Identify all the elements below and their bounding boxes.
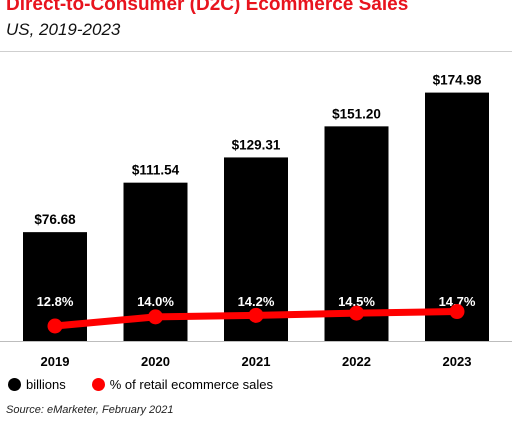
percent-point-2021 [248,307,264,323]
x-tick-label-2023: 2023 [443,354,472,369]
line-layer: 12.8% 14.0% 14.2% 14.5% 14.7% [37,294,476,334]
legend-item-billions: billions [8,377,66,392]
bar-2023 [425,92,489,341]
percent-label-2019: 12.8% [37,294,74,309]
bar-value-label-2020: $111.54 [132,163,180,178]
legend-swatch-red-icon [91,378,105,391]
chart-subtitle: US, 2019-2023 [6,20,121,39]
bar-value-label-2022: $151.20 [332,106,381,121]
percent-point-2022 [349,305,364,321]
chart-title: Direct-to-Consumer (D2C) Ecommerce Sales [6,0,409,15]
axis-layer: 2019 2020 2021 2022 2023 [0,341,512,369]
legend-swatch-black-icon [8,378,21,391]
legend-label-billions: billions [26,377,66,392]
percent-label-2021: 14.2% [238,294,275,309]
legend-item-percent: % of retail ecommerce sales [91,377,274,392]
percent-label-2023: 14.7% [439,294,476,309]
legend-label-percent: % of retail ecommerce sales [109,377,274,392]
bar-value-label-2023: $174.98 [433,73,482,88]
percent-point-2020 [148,309,163,325]
source-note: Source: eMarketer, February 2021 [6,404,174,416]
percent-point-2019 [47,318,63,334]
header-divider [0,51,512,52]
percent-label-2020: 14.0% [137,294,174,309]
x-tick-label-2019: 2019 [41,354,70,369]
x-tick-label-2022: 2022 [342,354,371,369]
legend: billions % of retail ecommerce sales [8,377,299,392]
x-tick-label-2021: 2021 [242,354,271,369]
percent-label-2022: 14.5% [338,294,375,309]
x-tick-label-2020: 2020 [141,354,170,369]
bar-value-label-2019: $76.68 [34,212,76,227]
bar-value-label-2021: $129.31 [232,137,281,152]
percent-point-2023 [449,304,465,320]
bar-2022 [324,126,389,342]
